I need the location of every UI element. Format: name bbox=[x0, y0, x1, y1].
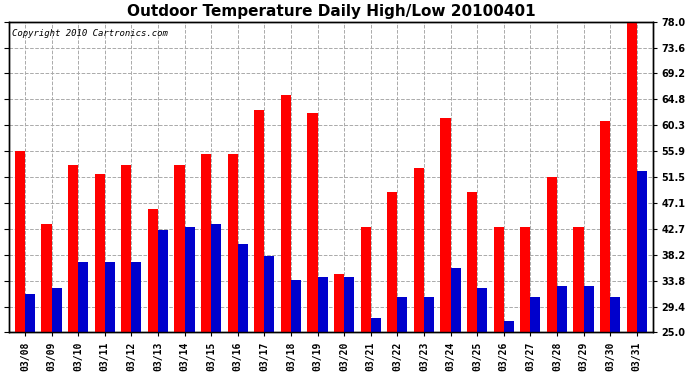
Bar bbox=[78, 262, 88, 375]
Bar bbox=[148, 209, 158, 375]
Title: Outdoor Temperature Daily High/Low 20100401: Outdoor Temperature Daily High/Low 20100… bbox=[126, 4, 535, 19]
Bar bbox=[105, 262, 115, 375]
Bar bbox=[317, 277, 328, 375]
Bar bbox=[531, 297, 540, 375]
Bar bbox=[264, 256, 275, 375]
Bar bbox=[25, 294, 35, 375]
Bar bbox=[546, 177, 557, 375]
Bar bbox=[440, 118, 451, 375]
Bar bbox=[520, 227, 531, 375]
Bar bbox=[451, 268, 461, 375]
Bar bbox=[41, 224, 52, 375]
Bar bbox=[131, 262, 141, 375]
Bar bbox=[467, 192, 477, 375]
Bar bbox=[95, 174, 105, 375]
Bar bbox=[291, 280, 301, 375]
Bar bbox=[371, 318, 381, 375]
Bar bbox=[211, 224, 221, 375]
Bar bbox=[504, 321, 514, 375]
Bar bbox=[308, 112, 317, 375]
Bar bbox=[610, 297, 620, 375]
Bar bbox=[627, 22, 637, 375]
Bar bbox=[573, 227, 584, 375]
Bar bbox=[68, 165, 78, 375]
Bar bbox=[334, 274, 344, 375]
Bar bbox=[238, 244, 248, 375]
Bar bbox=[175, 165, 184, 375]
Bar bbox=[158, 230, 168, 375]
Bar bbox=[121, 165, 131, 375]
Bar bbox=[477, 288, 487, 375]
Bar bbox=[228, 154, 238, 375]
Bar bbox=[201, 154, 211, 375]
Bar bbox=[424, 297, 434, 375]
Text: Copyright 2010 Cartronics.com: Copyright 2010 Cartronics.com bbox=[12, 30, 168, 39]
Bar bbox=[557, 285, 567, 375]
Bar bbox=[361, 227, 371, 375]
Bar bbox=[414, 168, 424, 375]
Bar bbox=[637, 171, 647, 375]
Bar bbox=[281, 95, 291, 375]
Bar bbox=[15, 151, 25, 375]
Bar bbox=[52, 288, 61, 375]
Bar bbox=[584, 285, 593, 375]
Bar bbox=[600, 122, 610, 375]
Bar bbox=[344, 277, 354, 375]
Bar bbox=[184, 227, 195, 375]
Bar bbox=[397, 297, 408, 375]
Bar bbox=[254, 110, 264, 375]
Bar bbox=[387, 192, 397, 375]
Bar bbox=[493, 227, 504, 375]
